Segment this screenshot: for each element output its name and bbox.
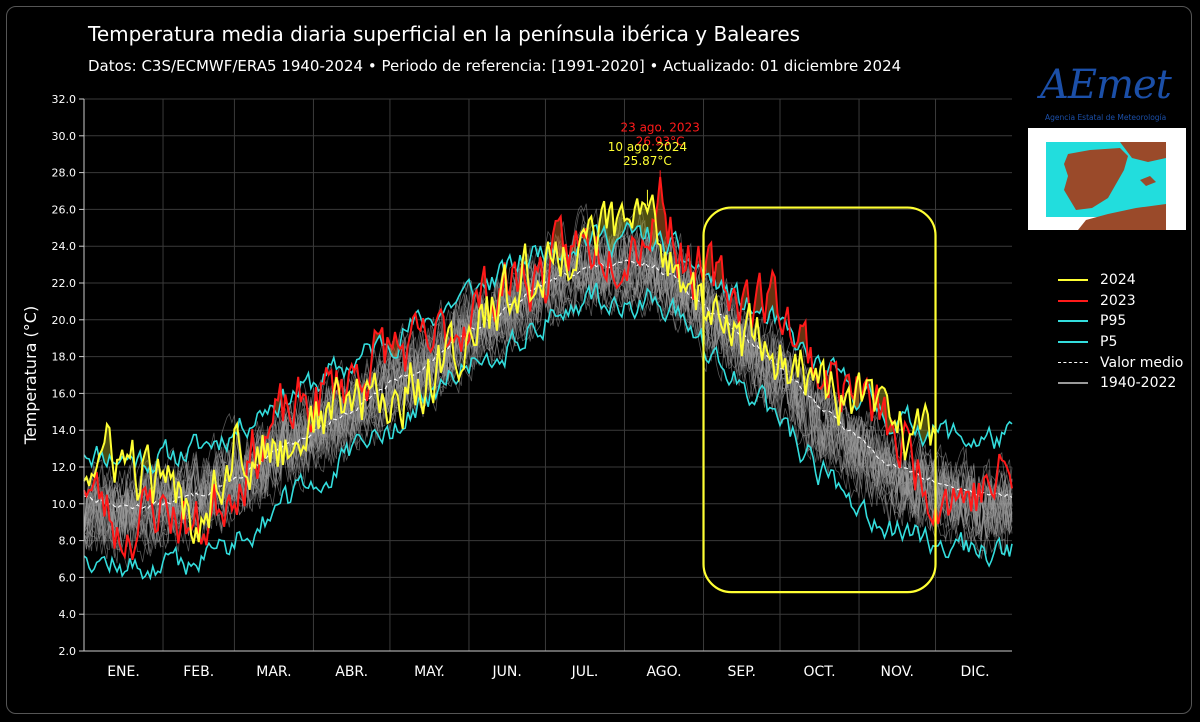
legend-label: 1940-2022 <box>1100 375 1177 392</box>
legend-swatch <box>1058 279 1088 282</box>
anomaly-fill-2023 <box>570 230 576 255</box>
chart-legend: 2024 2023 P95 P5 Valor medio 1940-2022 <box>1058 270 1183 394</box>
y-tick-label: 32.0 <box>52 93 77 106</box>
inset-france-land <box>1120 142 1166 162</box>
history-line <box>83 241 1013 557</box>
legend-entry: 2023 <box>1058 291 1183 312</box>
legend-swatch <box>1058 341 1088 344</box>
inset-baleares-land <box>1140 176 1156 186</box>
y-tick-label: 10.0 <box>52 498 77 511</box>
y-tick-label: 28.0 <box>52 167 77 180</box>
highlight-box <box>702 206 937 594</box>
legend-swatch <box>1058 362 1088 364</box>
month-label: DIC. <box>960 664 989 680</box>
inset-iberia-land <box>1064 148 1128 210</box>
aemet-logo-subtitle: Agencia Estatal de Meteorología <box>1045 113 1167 122</box>
legend-label: P95 <box>1100 313 1127 330</box>
anomaly-fill-2024 <box>117 449 123 465</box>
y-axis-label: Temperatura (°C) <box>21 306 40 445</box>
month-label: AGO. <box>646 664 681 680</box>
anomaly-fill-2023 <box>706 242 712 283</box>
series-line-2024 <box>83 194 937 544</box>
y-tick-label: 18.0 <box>52 351 77 364</box>
legend-label: Valor medio <box>1100 354 1184 371</box>
month-label: JUL. <box>571 664 599 680</box>
history-line <box>83 212 1013 541</box>
series-layer <box>83 176 1013 581</box>
legend-label: P5 <box>1100 334 1118 351</box>
legend-entry: 1940-2022 <box>1058 373 1183 394</box>
month-label: ENE. <box>107 664 140 680</box>
grid-layer <box>84 98 1012 652</box>
y-tick-label: 24.0 <box>52 240 77 253</box>
y-tick-label: 26.0 <box>52 203 77 216</box>
y-tick-label: 6.0 <box>59 571 77 584</box>
y-tick-label: 20.0 <box>52 314 77 327</box>
chart-subtitle: Datos: C3S/ECMWF/ERA5 1940-2024 • Period… <box>88 57 902 75</box>
y-tick-label: 30.0 <box>52 130 77 143</box>
month-label: FEB. <box>183 664 214 680</box>
region-map-inset <box>1028 128 1186 230</box>
y-tick-label: 12.0 <box>52 461 77 474</box>
history-line <box>83 230 1013 559</box>
axis-layer: 2.0 4.0 6.0 8.0 10.0 12.0 14.0 16.0 18.0 20.0 22.0… <box>21 93 1012 680</box>
y-tick-label: 16.0 <box>52 387 77 400</box>
legend-label: 2024 <box>1100 272 1136 289</box>
legend-swatch <box>1058 320 1088 323</box>
annotation-value: 26.93°C <box>636 134 685 148</box>
chart-title: Temperatura media diaria superficial en … <box>88 22 801 46</box>
annotation-value: 25.87°C <box>623 154 672 168</box>
month-label: SEP. <box>728 664 756 680</box>
legend-entry: Valor medio <box>1058 352 1183 373</box>
y-tick-label: 22.0 <box>52 277 77 290</box>
figure-frame <box>6 6 1192 714</box>
legend-entry: 2024 <box>1058 270 1183 291</box>
series-line-p5 <box>83 282 1013 581</box>
month-label: MAR. <box>256 664 291 680</box>
inset-africa-land <box>1078 204 1166 230</box>
y-tick-label: 14.0 <box>52 424 77 437</box>
history-line <box>83 244 1013 545</box>
legend-entry: P95 <box>1058 311 1183 332</box>
month-label: ABR. <box>335 664 368 680</box>
legend-label: 2023 <box>1100 292 1136 309</box>
legend-swatch <box>1058 299 1088 302</box>
annotation-date: 23 ago. 2023 <box>620 120 699 134</box>
month-label: JUN. <box>492 664 522 680</box>
month-label: MAY. <box>414 664 445 680</box>
month-label: NOV. <box>881 664 914 680</box>
annotation-date: 10 ago. 2024 <box>608 140 687 154</box>
y-tick-label: 2.0 <box>59 645 77 658</box>
y-tick-label: 8.0 <box>59 535 77 548</box>
y-tick-label: 4.0 <box>59 608 77 621</box>
legend-entry: P5 <box>1058 332 1183 353</box>
aemet-logo: AEmet <box>1040 62 1172 108</box>
month-label: OCT. <box>803 664 835 680</box>
legend-swatch <box>1058 382 1088 385</box>
